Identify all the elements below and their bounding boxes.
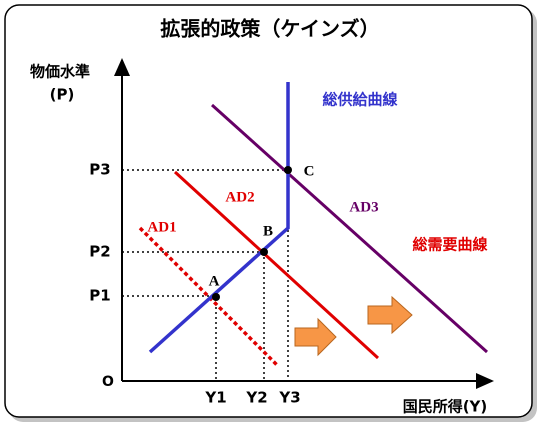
ad2-label: AD2 (225, 189, 254, 205)
price-label: P1 (89, 287, 110, 305)
point (212, 293, 220, 301)
price-label: P3 (89, 161, 110, 179)
y-axis-label: 物価水準 (30, 63, 90, 81)
point (260, 248, 268, 256)
price-label: P2 (89, 243, 110, 261)
ad3-label: AD3 (349, 199, 378, 215)
supply-label: 総供給曲線 (322, 91, 397, 109)
income-label: Y3 (278, 389, 300, 407)
income-label: Y2 (245, 389, 267, 407)
ad1-curve (138, 226, 280, 368)
y-axis-unit: (P) (50, 86, 75, 104)
shift-arrow (367, 295, 413, 335)
x-axis-label: 国民所得(Y) (403, 398, 488, 416)
ad3-curve (210, 103, 489, 354)
income-label: Y1 (204, 389, 226, 407)
demand-label: 総需要曲線 (412, 236, 487, 254)
supply-curve (148, 82, 290, 354)
shift-arrow (294, 317, 337, 357)
ad2-curve (173, 170, 380, 360)
point (284, 166, 292, 174)
point-label: B (263, 223, 273, 239)
origin-label: O (102, 374, 114, 390)
title: 拡張的政策（ケインズ） (160, 17, 379, 41)
guide-lines (122, 169, 289, 381)
ad1-label: AD1 (147, 219, 176, 235)
point-label: A (209, 273, 220, 289)
point-label: C (304, 163, 315, 179)
